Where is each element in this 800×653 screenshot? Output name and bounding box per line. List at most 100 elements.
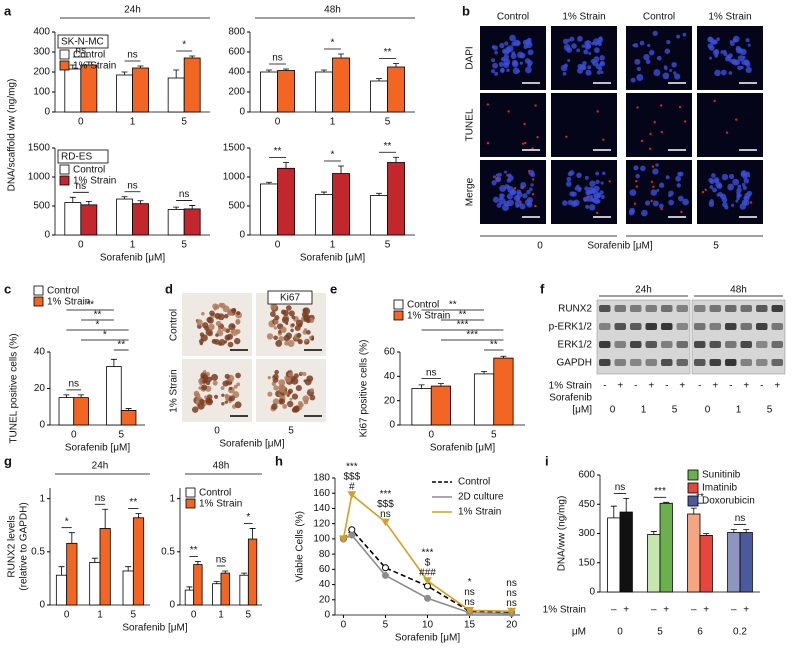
tunel-signal [495, 176, 499, 180]
significance-label: ** [459, 310, 467, 321]
tunel-signal [534, 204, 537, 208]
strain-sign: - [698, 381, 701, 392]
nucleus [527, 63, 532, 68]
stained-cell [275, 339, 283, 347]
stained-cell [224, 400, 228, 404]
error-bar [135, 513, 142, 518]
stained-cell [212, 380, 218, 386]
stained-cell [278, 379, 286, 387]
nucleus [720, 69, 727, 76]
legend-swatch [33, 285, 44, 296]
nucleus [591, 41, 595, 46]
tunel-signal [513, 186, 517, 190]
error-bar [189, 205, 196, 209]
stained-cell [273, 326, 278, 330]
stained-cell [227, 341, 234, 348]
nucleus [676, 34, 681, 39]
error-bar [338, 165, 345, 174]
y-axis-label: TUNEL positive cells (%) [9, 333, 20, 443]
y-tick-label: 1500 [28, 143, 51, 154]
significance-label: * [103, 330, 107, 341]
x-tick-label: 1 [330, 117, 336, 128]
nucleus [585, 69, 592, 76]
nucleus [520, 182, 527, 189]
strain-sign: + [743, 605, 749, 616]
band [740, 341, 752, 348]
bar [73, 397, 89, 426]
stained-cell [230, 330, 234, 334]
micrograph [626, 93, 692, 157]
stained-cell [309, 394, 316, 401]
bar [120, 409, 137, 426]
strain-sign: + [712, 381, 718, 392]
nucleus [573, 199, 580, 207]
bar [430, 385, 452, 426]
bar [277, 70, 295, 113]
strain-sign: + [617, 381, 623, 392]
stained-cell [211, 373, 219, 381]
bar [89, 562, 101, 606]
stained-cell [290, 328, 294, 333]
x-tick-label: 15 [464, 620, 476, 631]
legend-swatch [185, 487, 196, 498]
nucleus [567, 199, 574, 206]
tunel-signal [678, 105, 682, 109]
y-tick-label: 600 [578, 470, 595, 481]
nucleus [639, 40, 645, 46]
nucleus [716, 37, 720, 41]
error-bar [375, 192, 382, 196]
strain-sign: - [665, 381, 668, 392]
point [339, 535, 348, 543]
nucleus [582, 60, 587, 66]
annotation: $$$ [377, 499, 394, 510]
bar [212, 583, 222, 606]
y-tick-label: 0 [589, 587, 595, 598]
nucleus [745, 38, 750, 43]
stained-cell [292, 405, 300, 413]
panel-letter: a [4, 3, 12, 18]
nucleus [563, 44, 571, 51]
y-tick-label: 60 [319, 564, 331, 575]
nucleus [648, 49, 655, 56]
tunel-signal [531, 147, 534, 150]
y-tick-label: 20 [319, 594, 331, 605]
stained-cell [295, 385, 302, 392]
tunel-signal [713, 99, 716, 103]
nucleus [636, 66, 642, 72]
bar [183, 208, 201, 236]
legend-label: 2D culture [458, 492, 504, 503]
tunel-signal [524, 141, 527, 145]
nucleus [500, 56, 506, 62]
nucleus [569, 36, 575, 42]
bar [132, 517, 145, 606]
stained-cell [206, 316, 212, 323]
stained-cell [267, 376, 271, 380]
nucleus [643, 53, 650, 61]
annotation: ** [274, 146, 282, 157]
micrograph [182, 359, 252, 422]
nucleus [589, 204, 596, 211]
legend-swatch [185, 498, 196, 509]
error-bar [137, 200, 144, 204]
x-tick-label: 0.2 [733, 627, 747, 638]
nucleus [658, 203, 664, 209]
bar [99, 528, 111, 606]
tunel-signal [636, 106, 639, 109]
panel-letter: c [4, 281, 11, 296]
tunel-signal [648, 147, 652, 150]
error-bar [320, 69, 327, 72]
annotation: $ [425, 557, 431, 568]
nucleus [714, 54, 719, 58]
strain-sign: + [774, 381, 780, 392]
band [630, 323, 642, 330]
column-label: Control [643, 12, 675, 23]
legend-swatch [393, 310, 404, 321]
nucleus [745, 66, 752, 74]
stained-cell [309, 335, 313, 340]
legend-swatch [687, 482, 699, 494]
dose-label: 5 [672, 405, 678, 416]
bar [132, 203, 149, 236]
band [740, 323, 752, 330]
micrograph [697, 160, 763, 224]
x-tick-label: 0 [78, 117, 84, 128]
